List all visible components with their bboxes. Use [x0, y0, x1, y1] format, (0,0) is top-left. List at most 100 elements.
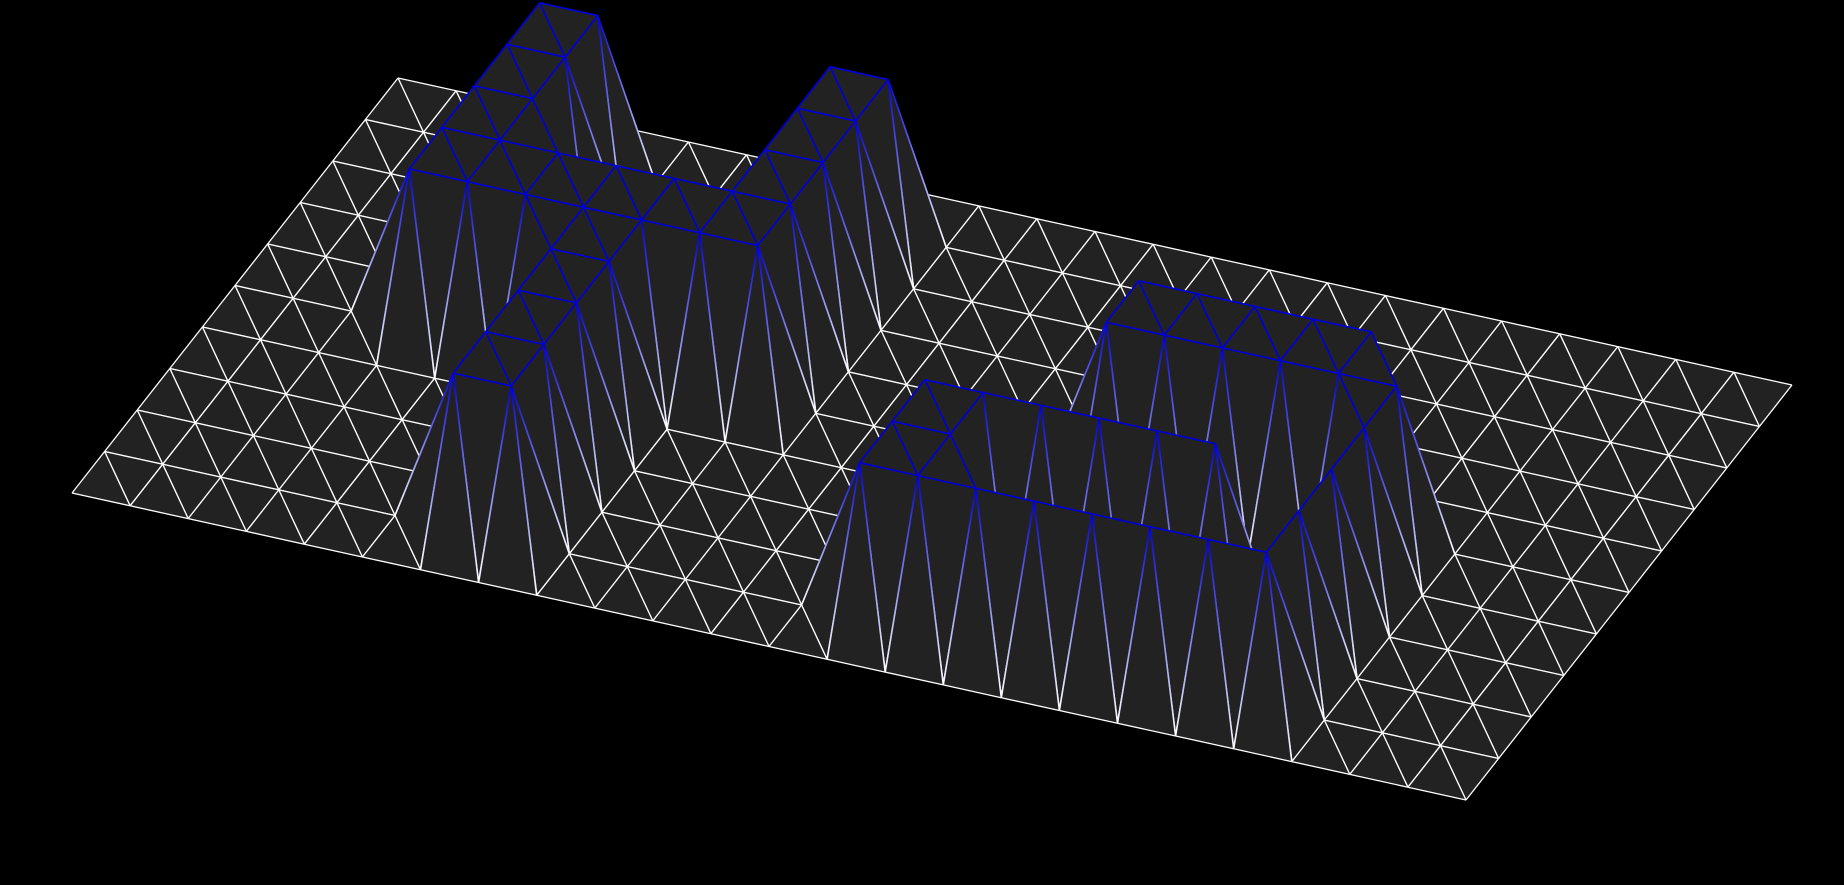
mesh-face	[1552, 388, 1611, 443]
mesh-edge	[1291, 760, 1350, 776]
mesh-edge	[1054, 326, 1089, 370]
mesh-edge	[234, 285, 262, 341]
mesh-edge	[474, 85, 533, 100]
mesh-edge	[1454, 512, 1488, 555]
mesh-face	[1196, 293, 1255, 348]
mesh-face	[539, 2, 598, 58]
mesh-face	[1461, 458, 1520, 513]
mesh-edge	[887, 79, 947, 248]
mesh-face	[1552, 429, 1611, 484]
mesh-face	[1327, 282, 1386, 337]
mesh-edge	[1436, 403, 1495, 418]
mesh-face	[1029, 314, 1088, 369]
mesh-face	[1092, 514, 1151, 724]
mesh-face	[499, 98, 558, 153]
mesh-face	[130, 464, 189, 519]
mesh-face	[1578, 442, 1637, 497]
mesh-edge	[1381, 690, 1416, 734]
mesh-edge	[1422, 594, 1481, 610]
mesh-face	[855, 121, 914, 331]
mesh-face	[227, 381, 286, 436]
mesh-face	[332, 119, 391, 174]
mesh-face	[1501, 321, 1560, 376]
mesh-edge	[253, 434, 312, 450]
mesh-face	[848, 371, 907, 427]
mesh-edge	[304, 543, 363, 558]
mesh-edge	[1330, 469, 1358, 679]
mesh-edge	[129, 505, 189, 520]
mesh-edge	[195, 422, 254, 437]
mesh-edge	[1447, 607, 1481, 651]
mesh-edge	[1059, 709, 1118, 724]
mesh-face	[946, 247, 1005, 302]
mesh-edge	[220, 435, 254, 478]
mesh-edge	[1570, 537, 1605, 581]
mesh-face	[543, 303, 602, 513]
mesh-face	[550, 207, 609, 262]
mesh-edge	[543, 302, 578, 345]
mesh-face	[1494, 416, 1553, 472]
mesh-face	[1469, 362, 1528, 417]
mesh-edge	[376, 364, 435, 379]
mesh-edge	[234, 243, 269, 286]
mesh-face	[1338, 373, 1397, 428]
mesh-face	[1211, 257, 1270, 312]
mesh-face	[525, 194, 584, 249]
mesh-face	[104, 410, 163, 465]
mesh-face	[1440, 745, 1499, 800]
mesh-edge	[742, 550, 777, 593]
mesh-edge	[292, 256, 327, 299]
mesh-face	[104, 451, 163, 506]
mesh-edge	[137, 409, 196, 424]
mesh-face	[652, 579, 711, 634]
mesh-face	[137, 410, 196, 465]
mesh-face	[823, 162, 881, 372]
mesh-edge	[891, 379, 926, 422]
mesh-face	[1447, 649, 1506, 705]
mesh-edge	[997, 355, 1056, 370]
mesh-face	[797, 108, 856, 163]
mesh-face	[1461, 416, 1520, 472]
mesh-face	[1222, 348, 1281, 558]
mesh-edge	[1116, 526, 1151, 724]
mesh-edge	[608, 219, 643, 262]
mesh-edge	[1610, 441, 1669, 456]
mesh-edge	[1414, 691, 1442, 746]
mesh-face	[499, 140, 558, 195]
mesh-face	[913, 247, 972, 302]
mesh-edge	[887, 79, 915, 289]
mesh-edge	[220, 476, 279, 491]
mesh-face	[1538, 579, 1597, 634]
mesh-face	[485, 290, 544, 345]
mesh-edge	[826, 462, 861, 660]
mesh-edge	[975, 487, 1035, 502]
mesh-edge	[659, 524, 719, 539]
mesh-edge	[1149, 526, 1209, 541]
mesh-face	[1106, 280, 1165, 336]
mesh-edge	[278, 489, 305, 545]
mesh-edge	[1036, 218, 1096, 233]
mesh-edge	[1635, 496, 1663, 552]
mesh-face	[318, 311, 377, 366]
mesh-face	[827, 462, 886, 673]
mesh-face	[351, 168, 410, 366]
mesh-face	[1473, 704, 1532, 759]
mesh-edge	[750, 496, 777, 551]
mesh-edge	[1265, 552, 1326, 721]
mesh-face	[453, 331, 512, 386]
mesh-edge	[982, 391, 1042, 407]
mesh-face	[1429, 458, 1488, 513]
mesh-face	[1585, 346, 1644, 401]
mesh-edge	[517, 248, 552, 291]
mesh-edge	[1668, 413, 1702, 456]
mesh-face	[764, 149, 823, 205]
mesh-edge	[1385, 294, 1444, 309]
mesh-face	[325, 215, 384, 270]
mesh-face	[920, 193, 979, 248]
mesh-edge	[310, 406, 345, 449]
mesh-face	[699, 232, 758, 443]
mesh-face	[1389, 595, 1448, 650]
mesh-face	[525, 153, 584, 208]
mesh-face	[685, 579, 744, 634]
